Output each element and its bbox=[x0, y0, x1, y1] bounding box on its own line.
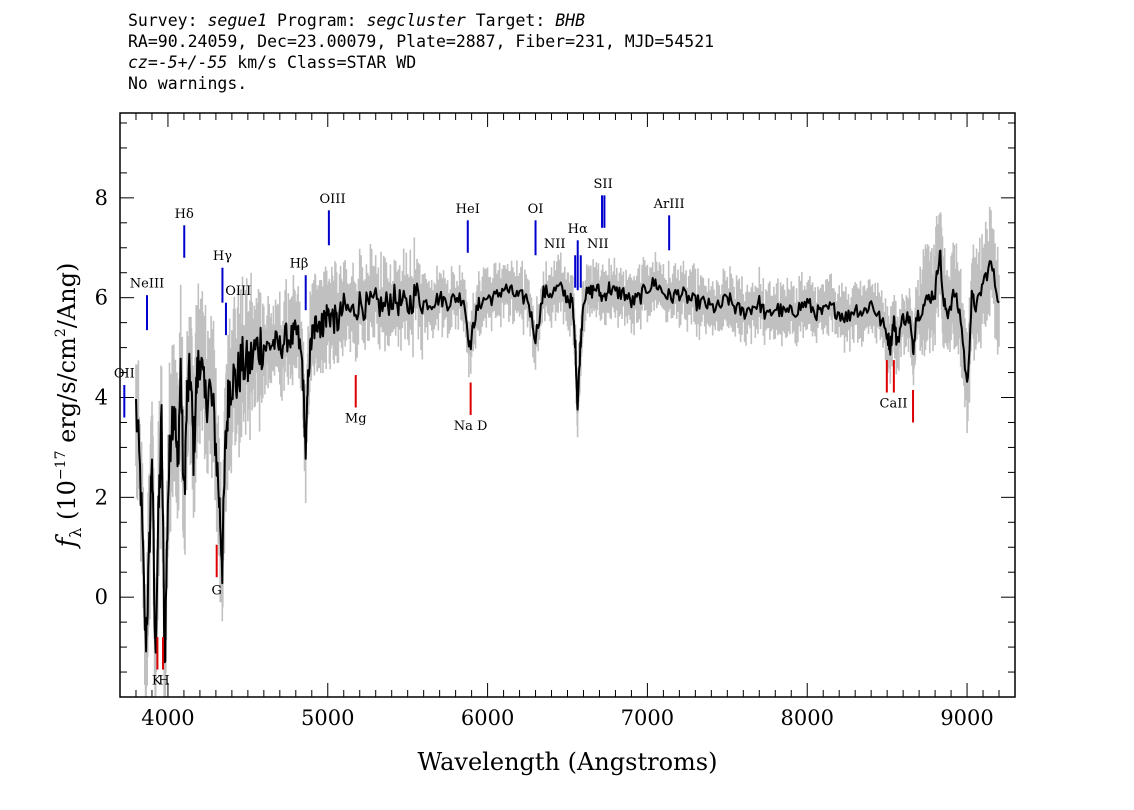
survey-label: Survey: bbox=[128, 11, 198, 30]
line-label-na-d: Na D bbox=[454, 419, 488, 434]
line-label-nii: NII bbox=[544, 237, 566, 252]
program-value: segcluster bbox=[366, 11, 466, 30]
line-label-sii: SII bbox=[594, 177, 613, 192]
line-label-g: G bbox=[211, 584, 221, 599]
header-line-3: cz=-5+/-55 km/s Class=STAR WD bbox=[128, 52, 714, 73]
line-label-hα: Hα bbox=[568, 222, 588, 237]
target-label: Target: bbox=[475, 11, 546, 30]
line-label-hβ: Hβ bbox=[290, 257, 309, 272]
y-tick-label: 8 bbox=[95, 186, 108, 210]
cz-value: -5+/-55 bbox=[157, 53, 228, 72]
line-label-caii: CaII bbox=[880, 396, 908, 411]
y-tick-label: 6 bbox=[95, 286, 108, 310]
line-label-k: K bbox=[152, 674, 162, 689]
x-axis-title: Wavelength (Angstroms) bbox=[418, 748, 718, 776]
header-line-2: RA=90.24059, Dec=23.00079, Plate=2887, F… bbox=[128, 32, 715, 51]
header-line-4: No warnings. bbox=[128, 74, 248, 93]
line-label-neiii: NeIII bbox=[130, 277, 164, 292]
line-label-mg: Mg bbox=[345, 411, 367, 426]
flux-line bbox=[135, 249, 1000, 664]
axis-ticks bbox=[120, 113, 1015, 697]
program-label: Program: bbox=[277, 11, 357, 30]
line-label-oi: OI bbox=[528, 202, 544, 217]
line-label-hγ: Hγ bbox=[213, 249, 232, 264]
line-label-oii: OII bbox=[114, 367, 135, 382]
class-text: Class=STAR WD bbox=[286, 53, 417, 72]
x-tick-label: 9000 bbox=[940, 706, 993, 730]
spectrum-header: Survey: segue1 Program: segcluster Targe… bbox=[128, 10, 714, 94]
y-tick-label: 0 bbox=[95, 585, 108, 609]
axis-tick-labels: 4000 5000 6000 7000 8000 9000 0 2 4 6 8 bbox=[95, 186, 994, 730]
cz-units: km/s bbox=[237, 53, 278, 72]
line-label-ariii: ArIII bbox=[653, 197, 685, 212]
noise-band bbox=[135, 206, 1000, 697]
survey-value: segue1 bbox=[207, 11, 268, 30]
x-tick-label: 5000 bbox=[301, 706, 354, 730]
target-value: BHB bbox=[555, 11, 586, 30]
line-label-oiii: OIII bbox=[225, 284, 251, 299]
y-axis-title: fλ (10−17 erg/s/cm2/Ang) bbox=[52, 263, 85, 550]
plot-area bbox=[135, 206, 1000, 697]
header-line-1: Survey: segue1 Program: segcluster Targe… bbox=[128, 10, 714, 31]
line-label-hei: HeI bbox=[456, 202, 480, 217]
x-tick-label: 6000 bbox=[461, 706, 514, 730]
x-tick-label: 8000 bbox=[781, 706, 834, 730]
y-tick-label: 4 bbox=[95, 386, 108, 410]
line-label-nii: NII bbox=[587, 237, 609, 252]
y-tick-label: 2 bbox=[95, 485, 108, 509]
x-tick-label: 4000 bbox=[141, 706, 194, 730]
line-label-hδ: Hδ bbox=[175, 207, 194, 222]
line-label-h: H bbox=[158, 674, 169, 689]
line-label-oiii: OIII bbox=[320, 192, 346, 207]
cz-label: cz= bbox=[128, 53, 158, 72]
x-tick-label: 7000 bbox=[621, 706, 674, 730]
